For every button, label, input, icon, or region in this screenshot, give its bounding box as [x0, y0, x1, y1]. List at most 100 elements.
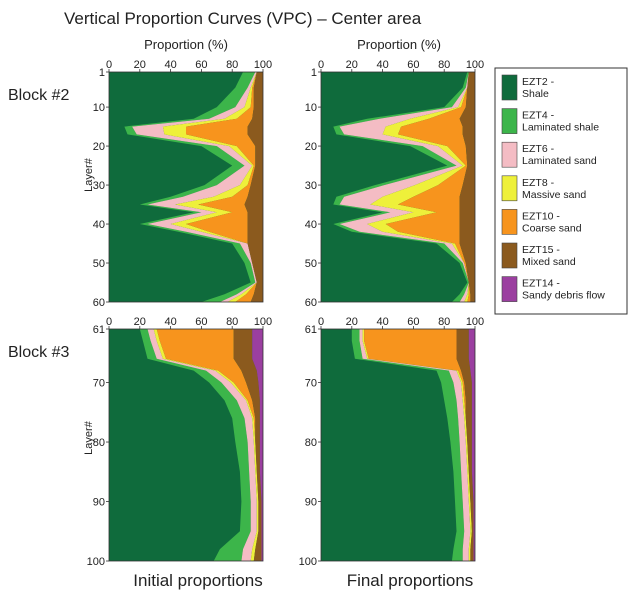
x-tick-label: 0 [318, 59, 324, 71]
x-tick-label: 20 [346, 59, 358, 71]
area-ezt15 [459, 72, 475, 302]
x-tick-label: 40 [376, 59, 388, 71]
x-tick-label: 0 [106, 316, 112, 328]
y-tick-label: 20 [305, 141, 317, 153]
area-ezt4 [124, 72, 256, 302]
legend-name: Mixed sand [522, 256, 576, 268]
area-ezt14 [252, 329, 263, 561]
area-ezt2 [109, 329, 242, 561]
legend-swatch [501, 276, 518, 302]
x-tick-label: 40 [164, 316, 176, 328]
legend-item: EZT6 -Laminated sand [501, 141, 597, 168]
x-tick-label: 80 [226, 316, 238, 328]
y-tick-label: 70 [305, 378, 317, 390]
legend-code: EZT8 - [522, 177, 555, 189]
x-tick-label: 100 [466, 316, 484, 328]
vpc-panel-3: 0 20 40 60 80 100 61 70 80 90 100 [87, 316, 273, 568]
area-ezt15 [244, 72, 263, 302]
x-tick-label: 60 [195, 59, 207, 71]
x-tick-label: 100 [254, 316, 272, 328]
legend-swatch [501, 108, 518, 134]
x-tick-label: 100 [466, 59, 484, 71]
legend-name: Coarse sand [522, 222, 582, 234]
y-axis-label-block3: Layer# [83, 420, 95, 455]
x-tick-label: 20 [134, 316, 146, 328]
area-ezt2 [321, 72, 468, 302]
legend-swatch [501, 175, 518, 202]
legend-item: EZT8 -Massive sand [501, 175, 586, 202]
area-ezt8 [367, 72, 469, 302]
legend-code: EZT10 - [522, 210, 560, 222]
x-tick-label: 80 [438, 59, 450, 71]
block-label-3: Block #3 [8, 344, 69, 361]
x-tick-label: 0 [318, 316, 324, 328]
y-tick-label: 61 [93, 324, 105, 336]
area-ezt2 [109, 72, 251, 302]
y-tick-label: 30 [305, 180, 317, 192]
area-ezt15 [233, 329, 262, 561]
legend-swatch [501, 74, 518, 101]
x-tick-label: 60 [407, 316, 419, 328]
vpc-panel-4: 0 20 40 60 80 100 61 70 80 90 100 [299, 316, 485, 568]
panel-frame [320, 71, 476, 303]
area-ezt14 [468, 329, 475, 561]
y-tick-label: 90 [93, 497, 105, 509]
legend-code: EZT14 - [522, 278, 560, 290]
legend-item: EZT15 -Mixed sand [501, 242, 576, 269]
x-tick-label: 40 [376, 316, 388, 328]
y-tick-label: 80 [305, 437, 317, 449]
legend-name: Sandy debris flow [522, 290, 605, 302]
x-tick-label: 20 [346, 316, 358, 328]
legend-name: Shale [522, 88, 549, 100]
vpc-panel-1: 0 20 40 60 80 100 1 10 20 30 40 50 60 [93, 59, 272, 309]
legend-swatch [501, 141, 518, 168]
y-tick-label: 50 [305, 258, 317, 270]
y-tick-label: 80 [93, 437, 105, 449]
legend-code: EZT15 - [522, 244, 560, 256]
column-label-final: Final proportions [347, 571, 474, 590]
y-tick-label: 20 [93, 141, 105, 153]
y-tick-label: 90 [305, 497, 317, 509]
legend-name: Laminated sand [522, 155, 597, 167]
legend-code: EZT6 - [522, 143, 555, 155]
legend-swatch [501, 242, 518, 269]
y-tick-label: 100 [87, 556, 105, 568]
legend-item: EZT4 -Laminated shale [501, 108, 599, 134]
y-tick-label: 10 [305, 102, 317, 114]
area-ezt10 [364, 329, 472, 561]
x-tick-label: 20 [134, 59, 146, 71]
x-tick-label: 60 [407, 59, 419, 71]
y-tick-label: 1 [311, 67, 317, 79]
y-tick-label: 40 [93, 219, 105, 231]
y-axis-label-block2: Layer# [83, 157, 95, 192]
area-ezt6 [339, 72, 469, 302]
legend-code: EZT2 - [522, 76, 555, 88]
x-tick-label: 80 [438, 316, 450, 328]
area-ezt10 [385, 72, 471, 302]
legend-code: EZT4 - [522, 110, 555, 122]
x-tick-label: 80 [226, 59, 238, 71]
x-axis-title-initial: Proportion (%) [144, 37, 228, 52]
panel-frame [108, 328, 264, 562]
y-tick-label: 10 [93, 102, 105, 114]
area-ezt6 [147, 329, 257, 561]
legend-item: EZT2 -Shale [501, 74, 555, 101]
legend-item: EZT10 -Coarse sand [501, 209, 582, 235]
area-ezt6 [132, 72, 257, 302]
y-tick-label: 50 [93, 258, 105, 270]
legend: EZT2 -Shale EZT4 -Laminated shale EZT6 -La… [494, 67, 628, 315]
area-ezt10 [186, 72, 257, 302]
column-label-initial: Initial proportions [133, 571, 262, 590]
area-ezt10 [156, 329, 259, 561]
y-tick-label: 60 [93, 297, 105, 309]
area-ezt15 [456, 329, 474, 561]
x-tick-label: 40 [164, 59, 176, 71]
x-tick-label: 0 [106, 59, 112, 71]
area-ezt2 [321, 329, 457, 561]
y-tick-label: 100 [299, 556, 317, 568]
y-tick-label: 1 [99, 67, 105, 79]
panel-frame [108, 71, 264, 303]
y-tick-label: 70 [93, 378, 105, 390]
